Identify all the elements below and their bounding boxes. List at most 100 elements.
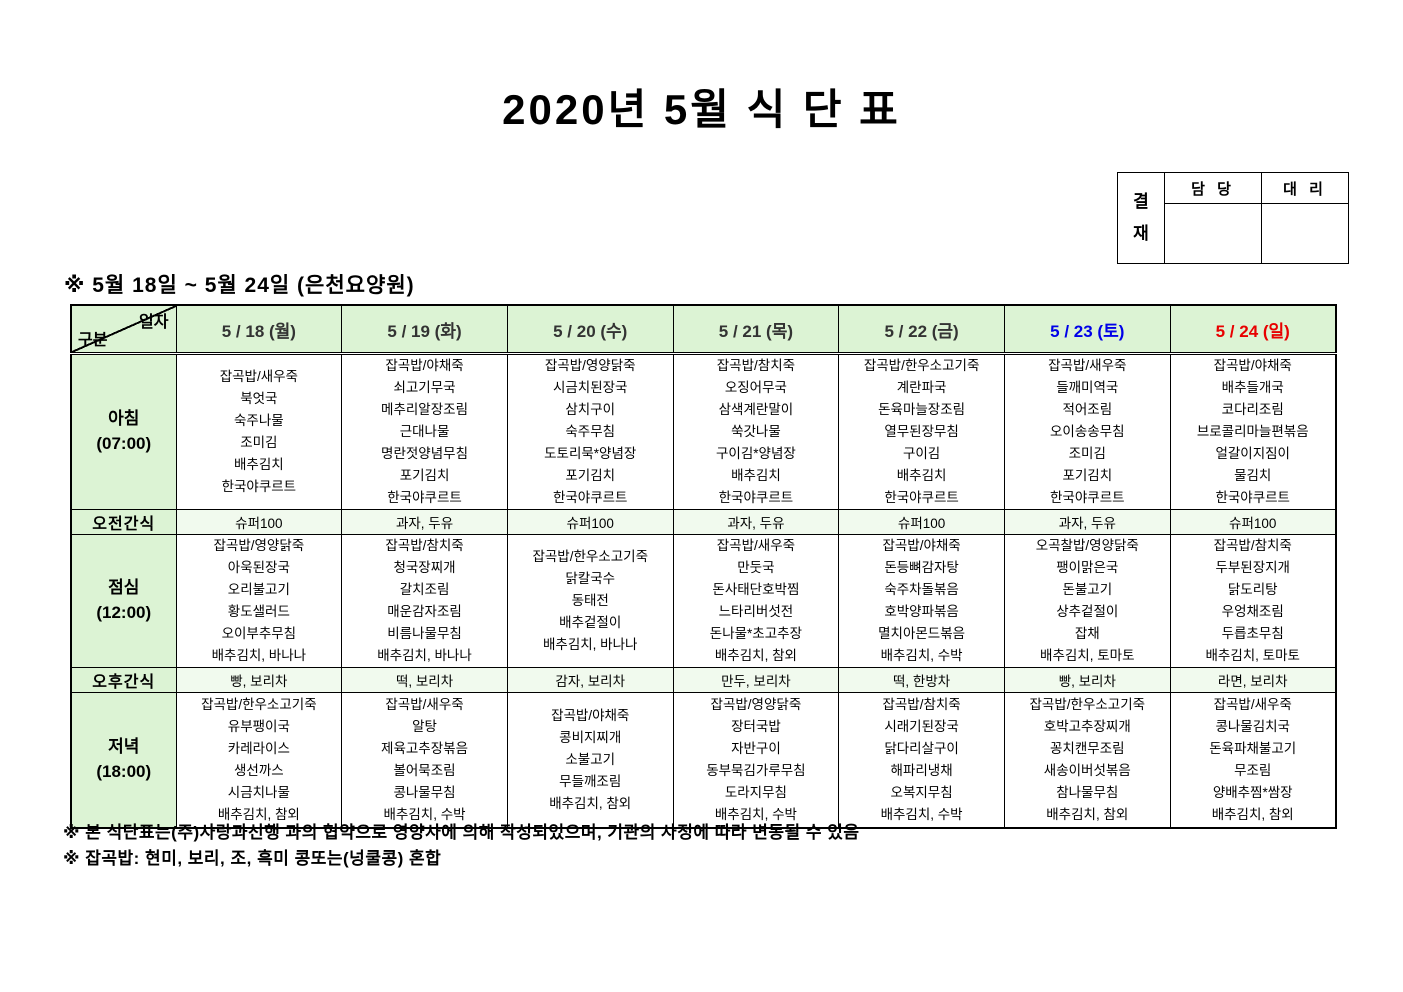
snack-row: 오후간식 빵, 보리차 떡, 보리차 감자, 보리차 만두, 보리차 떡, 한방차 빵, 보… — [70, 667, 1337, 693]
menu-cell: 잡곡밥/야채죽 쇠고기무국 메추리알장조림 근대나물 명란젓양념무침 포기김치 한국야쿠르트 — [341, 353, 508, 510]
menu-item: 들깨미역국 — [1056, 380, 1119, 395]
menu-item: 콩비지찌개 — [559, 729, 622, 745]
row-label: 점심 (12:00) — [70, 534, 177, 668]
date-range-subtitle: ※ 5월 18일 ~ 5월 24일 (은천요양원) — [64, 274, 415, 297]
day-header: 5 / 20 (수) — [506, 304, 674, 355]
menu-item: 잡곡밥/새우죽 — [385, 696, 464, 712]
menu-item: 배추겉절이 — [559, 615, 622, 630]
menu-item: 오리불고기 — [227, 582, 290, 597]
approval-col-damdang: 담 당 — [1164, 171, 1262, 205]
menu-cell: 잡곡밥/한우소고기죽 계란파국 돈육마늘장조림 열무된장무침 구이김 배추김치 한국야쿠르트 — [838, 353, 1005, 510]
menu-item: 만둣국 — [737, 560, 775, 575]
menu-cell: 잡곡밥/새우죽 들깨미역국 적어조림 오이송송무침 조미김 포기김치 한국야쿠르트 — [1003, 353, 1171, 510]
menu-item: 쇠고기무국 — [393, 380, 456, 395]
snack-cell: 감자, 보리차 — [506, 667, 674, 693]
menu-item: 돈육마늘장조림 — [878, 402, 966, 417]
menu-item: 알탕 — [412, 718, 437, 734]
menu-item: 근대나물 — [399, 424, 450, 439]
menu-item: 배추김치, 수박 — [880, 806, 963, 822]
menu-item: 배추김치, 토마토 — [1040, 648, 1135, 663]
menu-item: 명란젓양념무침 — [381, 446, 468, 461]
footnotes: ※ 본 식단표는(주)사랑과선행 과의 협약으로 영양사에 의해 작성되었으며,… — [63, 820, 860, 872]
menu-item: 포기김치 — [1062, 468, 1113, 483]
approval-signature-daeri — [1261, 203, 1349, 264]
menu-item: 돈나물*초고추장 — [709, 626, 802, 641]
corner-label-date: 일자 — [139, 314, 169, 331]
menu-item: 멸치아몬드볶음 — [878, 626, 966, 641]
menu-item: 한국야쿠르트 — [884, 490, 959, 505]
menu-item: 배추김치, 바나나 — [542, 637, 638, 652]
menu-item: 오이부추무침 — [221, 626, 297, 641]
corner-label-category: 구분 — [78, 332, 108, 349]
footnote-source: ※ 본 식단표는(주)사랑과선행 과의 협약으로 영양사에 의해 작성되었으며,… — [63, 823, 860, 842]
menu-item: 한국야쿠르트 — [387, 490, 462, 505]
menu-item: 느타리버섯전 — [718, 604, 794, 619]
menu-cell: 잡곡밥/한우소고기죽 닭칼국수 동태전 배추겉절이 배추김치, 바나나 — [506, 534, 674, 668]
menu-item: 잡곡밥/영양닭죽 — [213, 538, 305, 553]
menu-item: 배추김치, 참외 — [1211, 806, 1294, 822]
menu-item: 포기김치 — [399, 468, 450, 483]
menu-item: 돈등뼈감자탕 — [884, 560, 959, 575]
snack-cell: 빵, 보리차 — [175, 667, 343, 693]
menu-item: 배추들개국 — [1221, 380, 1284, 395]
menu-item: 유부팽이국 — [227, 718, 290, 734]
menu-item: 오복지무침 — [890, 784, 953, 800]
menu-item: 볼어묵조림 — [393, 762, 456, 778]
menu-item: 두릅초무침 — [1221, 626, 1284, 641]
menu-cell: 잡곡밥/영양닭죽 장터국밥 자반구이 동부묵김가루무침 도라지무침 배추김치, 수박 — [672, 692, 840, 828]
menu-item: 잡곡밥/한우소고기죽 — [863, 358, 980, 373]
menu-item: 참나물무침 — [1056, 784, 1119, 800]
approval-box: 결재 담 당 대 리 — [1117, 171, 1349, 264]
menu-item: 비름나물무침 — [387, 626, 462, 641]
menu-item: 닭다리살구이 — [884, 740, 959, 756]
menu-item: 잡곡밥/참치죽 — [385, 538, 464, 553]
day-header: 5 / 24 (일) — [1169, 304, 1337, 355]
menu-item: 아욱된장국 — [227, 560, 290, 575]
menu-item: 잡곡밥/새우죽 — [1213, 696, 1292, 712]
menu-cell: 잡곡밥/영양닭죽 시금치된장국 삼치구이 숙주무침 도토리묵*양념장 포기김치 한국야쿠르트 — [506, 353, 674, 510]
menu-item: 잡곡밥/새우죽 — [219, 369, 298, 384]
day-header: 5 / 22 (금) — [838, 304, 1005, 355]
menu-item: 해파리냉채 — [890, 762, 953, 778]
snack-row: 오전간식 슈퍼100 과자, 두유 슈퍼100 과자, 두유 슈퍼100 과자, 두유 슈퍼1… — [70, 509, 1337, 535]
menu-item: 돈사태단호박찜 — [712, 582, 800, 597]
menu-item: 시금치나물 — [227, 784, 290, 800]
menu-item: 배추김치 — [896, 468, 947, 483]
menu-item: 쑥갓나물 — [731, 424, 781, 439]
menu-item: 오이송송무침 — [1050, 424, 1125, 439]
menu-item: 잡곡밥/영양닭죽 — [544, 358, 636, 373]
menu-item: 배추김치, 참외 — [1046, 806, 1129, 822]
menu-item: 배추김치, 바나나 — [211, 648, 307, 663]
menu-item: 팽이맑은국 — [1056, 560, 1119, 575]
menu-item: 상추겉절이 — [1056, 604, 1119, 619]
menu-item: 꽁치캔무조림 — [1050, 740, 1125, 756]
day-header: 5 / 23 (토) — [1003, 304, 1171, 355]
menu-item: 배추김치 — [234, 457, 284, 472]
menu-item: 잡곡밥/새우죽 — [716, 538, 796, 553]
menu-item: 닭칼국수 — [565, 571, 616, 586]
menu-item: 잡곡밥/야채죽 — [1213, 358, 1292, 373]
meal-row: 아침 (07:00) 잡곡밥/새우죽 북엇국 숙주나물 조미김 배추김치 한국야쿠르트 잡곡밥/… — [70, 353, 1337, 510]
menu-item: 매운감자조림 — [387, 604, 462, 619]
menu-item: 황도샐러드 — [227, 604, 290, 619]
menu-item: 삼치구이 — [565, 402, 616, 417]
menu-item: 동태전 — [571, 593, 609, 608]
menu-item: 제육고추장볶음 — [381, 740, 468, 756]
approval-stamp-text: 결재 — [1133, 191, 1149, 243]
menu-item: 포기김치 — [565, 468, 616, 483]
snack-cell: 슈퍼100 — [175, 509, 343, 535]
menu-item: 배추김치, 참외 — [714, 648, 797, 663]
menu-item: 한국야쿠르트 — [552, 490, 628, 505]
menu-item: 잡채 — [1074, 626, 1100, 641]
menu-item: 도라지무침 — [724, 784, 787, 800]
menu-cell: 잡곡밥/새우죽 콩나물김치국 돈육파채불고기 무조림 양배추찜*쌈장 배추김치, 참외 — [1169, 692, 1337, 828]
menu-item: 잡곡밥/야채죽 — [551, 707, 630, 723]
menu-cell: 잡곡밥/한우소고기죽 호박고추장찌개 꽁치캔무조림 새송이버섯볶음 참나물무침 배추김치,… — [1003, 692, 1171, 828]
menu-item: 숙주무침 — [565, 424, 616, 439]
menu-item: 잡곡밥/야채죽 — [882, 538, 961, 553]
menu-item: 물김치 — [1234, 468, 1272, 483]
page-title: 2020년 5월 식 단 표 — [502, 86, 901, 133]
snack-cell: 과자, 두유 — [672, 509, 840, 535]
